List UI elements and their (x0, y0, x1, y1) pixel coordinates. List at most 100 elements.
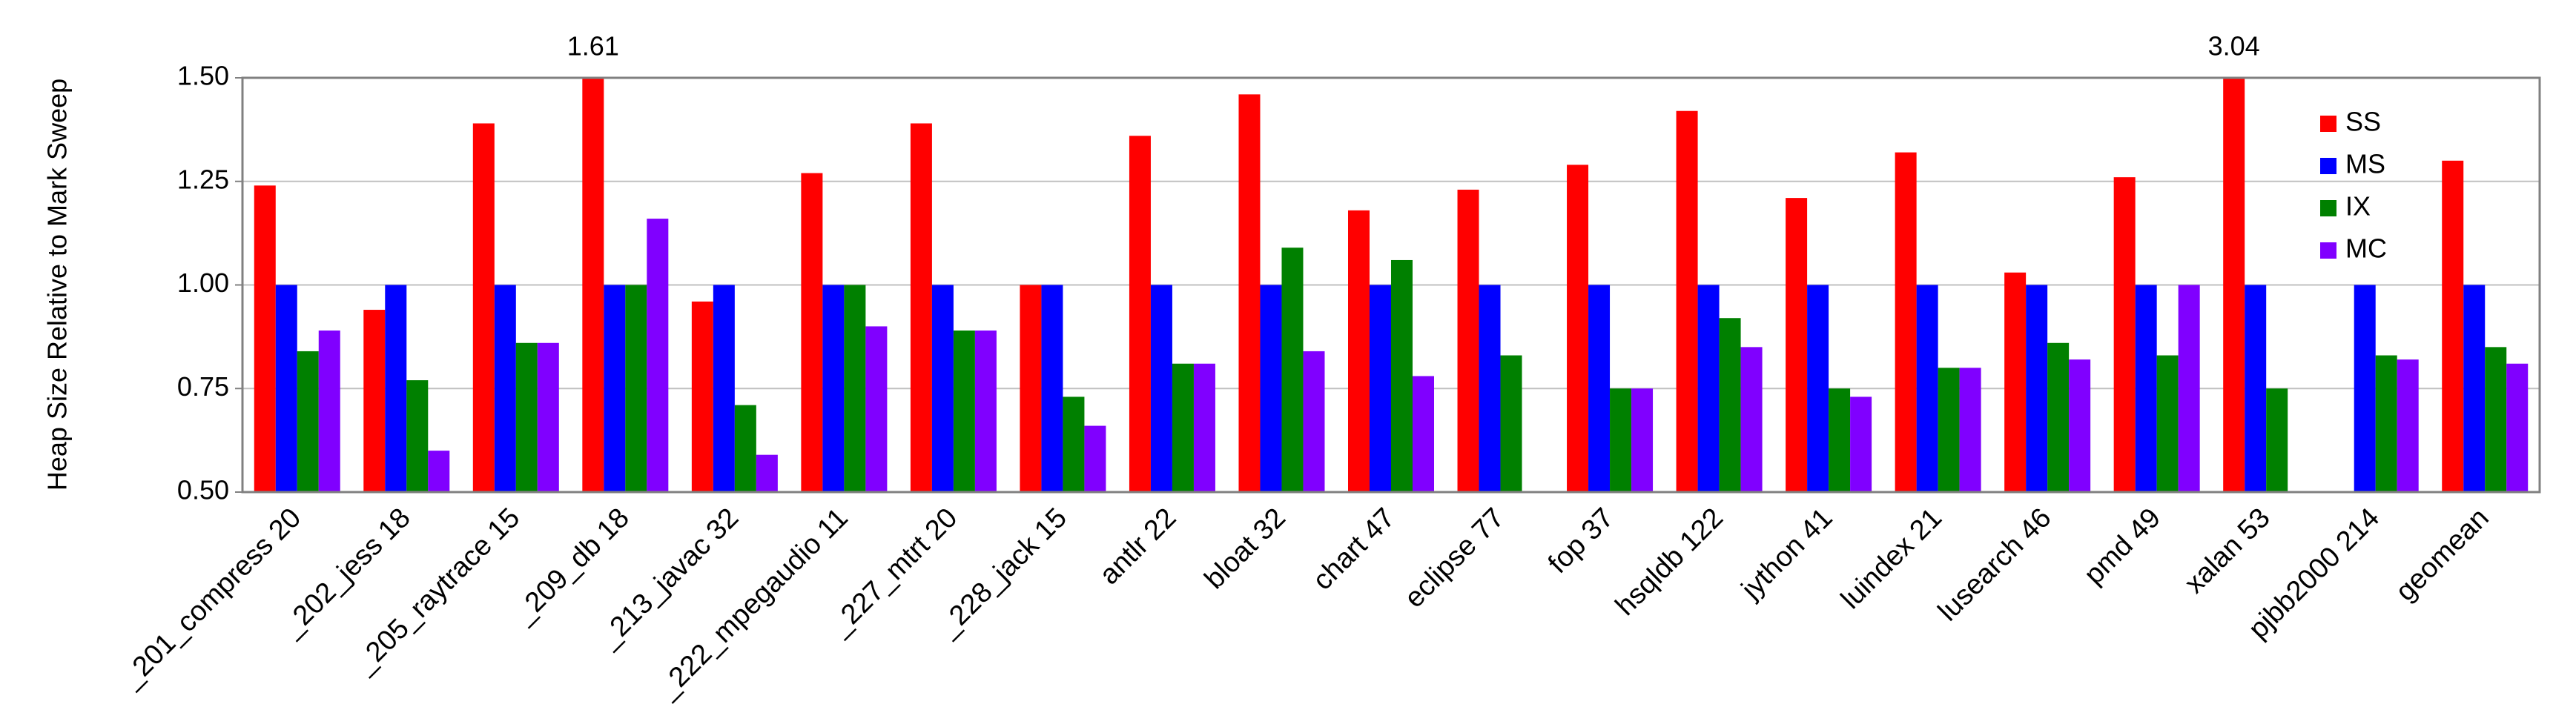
bar (801, 173, 823, 492)
bar (1238, 94, 1261, 492)
bars (254, 78, 2529, 492)
x-tick-label: eclipse 77 (1398, 502, 1510, 614)
bar (2463, 285, 2486, 492)
bar (1063, 396, 1085, 492)
bar (2026, 285, 2048, 492)
bar (604, 285, 626, 492)
bar (865, 326, 888, 492)
bar (1084, 425, 1106, 492)
bar (297, 351, 319, 492)
bar (2135, 285, 2157, 492)
bar (1413, 376, 1434, 492)
bar (363, 310, 386, 492)
bar (2506, 363, 2529, 492)
bar (931, 285, 954, 492)
bar (1631, 388, 1654, 492)
bar (1041, 285, 1063, 492)
y-tick-label: 0.50 (177, 475, 229, 505)
x-tick-label: geomean (2390, 502, 2495, 608)
legend-swatch (2320, 116, 2336, 132)
bar (254, 185, 276, 492)
bar (1391, 259, 1413, 492)
bar (2397, 359, 2419, 492)
x-tick-label: _201_compress 20 (115, 502, 307, 694)
bar (1303, 351, 1325, 492)
legend-label: MS (2345, 149, 2385, 179)
bar (537, 342, 559, 492)
value-label: 1.61 (567, 31, 619, 62)
bar (2375, 355, 2397, 492)
bar (2354, 285, 2376, 492)
bar (1457, 189, 1479, 492)
bar (1193, 363, 1215, 492)
legend-swatch (2320, 200, 2336, 216)
bar (2485, 347, 2507, 492)
bar (1281, 248, 1304, 492)
bar (385, 285, 407, 492)
bar (1260, 285, 1282, 492)
bar (2223, 78, 2245, 492)
bar (472, 123, 495, 492)
bar (1348, 210, 1370, 492)
bar (2069, 359, 2091, 492)
bar (2178, 285, 2200, 492)
bar (318, 330, 340, 492)
x-tick-label: bloat 32 (1199, 502, 1292, 595)
bar (1567, 165, 1589, 492)
legend-label: IX (2345, 191, 2371, 222)
bar (844, 285, 866, 492)
legend-swatch (2320, 242, 2336, 259)
plot-border (241, 76, 2541, 494)
bar (1786, 198, 1808, 492)
bar (756, 454, 778, 492)
bar (2245, 285, 2267, 492)
bar (625, 285, 647, 492)
bar (1740, 347, 1763, 492)
y-tick-label: 1.50 (177, 61, 229, 91)
y-tick-label: 1.25 (177, 164, 229, 194)
bar (734, 405, 756, 492)
bar (1895, 152, 1917, 492)
value-label: 3.04 (2208, 31, 2260, 62)
bar (1916, 285, 1938, 492)
bar (1129, 136, 1151, 492)
bar (953, 330, 975, 492)
bar (691, 301, 713, 492)
bar (2113, 177, 2136, 492)
bar (1676, 110, 1698, 492)
y-axis-label: Heap Size Relative to Mark Sweep (42, 79, 73, 491)
bar (1829, 388, 1851, 492)
bar (582, 78, 604, 492)
legend-label: SS (2345, 107, 2381, 137)
bar (2047, 342, 2070, 492)
bar (1479, 285, 1501, 492)
bar (1719, 318, 1741, 492)
x-tick-label: luindex 21 (1835, 502, 1948, 615)
bar (647, 219, 669, 492)
bar (2004, 272, 2027, 492)
x-tick-label: pmd 49 (2078, 502, 2167, 591)
y-tick-label: 1.00 (177, 268, 229, 298)
bar (1020, 285, 1042, 492)
bar (2156, 355, 2179, 492)
bar (428, 451, 450, 492)
legend-swatch (2320, 158, 2336, 174)
bar (1959, 368, 1981, 492)
bar (1588, 285, 1611, 492)
x-tick-label: chart 47 (1307, 502, 1401, 597)
bar (1370, 285, 1391, 492)
x-tick-label: fop 37 (1542, 502, 1619, 580)
legend-label: MC (2345, 233, 2387, 264)
x-tick-label: hsqldb 122 (1610, 502, 1729, 622)
bar (494, 285, 516, 492)
bar (1850, 396, 1872, 492)
bar (974, 330, 997, 492)
bar (1500, 355, 1522, 492)
bar (275, 285, 297, 492)
x-tick-label: _222_mpegaudio 11 (651, 502, 853, 705)
x-tick-label: xalan 53 (2179, 502, 2276, 600)
bar (1610, 388, 1632, 492)
bar (1172, 363, 1194, 492)
bar (406, 380, 429, 492)
